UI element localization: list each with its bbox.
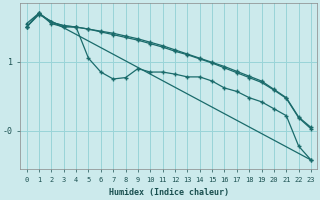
X-axis label: Humidex (Indice chaleur): Humidex (Indice chaleur) bbox=[109, 188, 229, 197]
